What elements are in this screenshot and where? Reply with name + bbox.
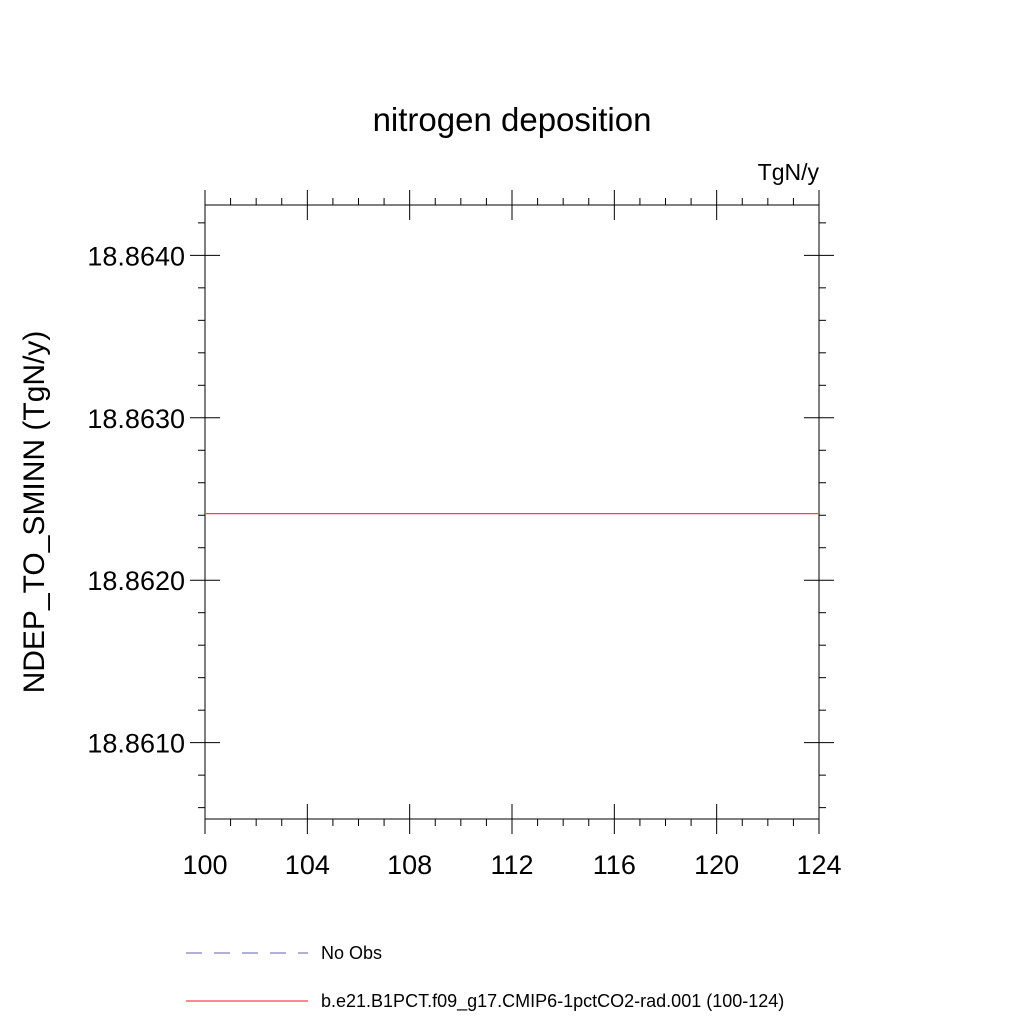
y-tick-label: 18.8640 (87, 241, 185, 271)
x-tick-label: 108 (387, 850, 432, 880)
x-tick-label: 124 (796, 850, 841, 880)
x-tick-label: 116 (593, 850, 636, 880)
units-label: TgN/y (758, 159, 820, 185)
legend: No Obs b.e21.B1PCT.f09_g17.CMIP6-1pctCO2-… (186, 943, 784, 1012)
y-tick-label: 18.8610 (87, 729, 185, 759)
x-tick-label: 112 (490, 850, 533, 880)
tick-labels: 100 104 108 112 116 120 124 18.8610 18.8620 18.86… (87, 241, 841, 880)
plot-frame (204, 204, 820, 820)
y-tick-label: 18.8620 (87, 566, 185, 596)
y-axis-label: NDEP_TO_SMINN (TgN/y) (18, 331, 51, 694)
legend-label: No Obs (321, 943, 382, 963)
y-tick-label: 18.8630 (87, 404, 185, 434)
x-tick-label: 104 (285, 850, 330, 880)
x-tick-label: 120 (694, 850, 739, 880)
chart-title: nitrogen deposition (373, 101, 652, 138)
legend-label: b.e21.B1PCT.f09_g17.CMIP6-1pctCO2-rad.00… (321, 991, 784, 1012)
plot-area (190, 190, 834, 834)
x-tick-label: 100 (182, 850, 227, 880)
axis-ticks (190, 190, 834, 834)
